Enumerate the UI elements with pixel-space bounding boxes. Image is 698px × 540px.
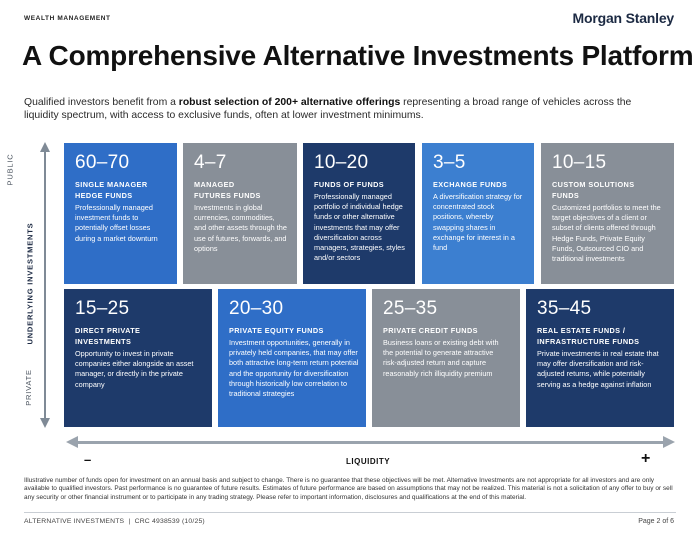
card-count: 20–30 (229, 298, 284, 319)
disclaimer-text: Illustrative number of funds open for in… (24, 477, 673, 501)
intro-text-after: representing a broad range of vehicles a… (24, 97, 632, 121)
card-heading: EXCHANGE FUNDS (433, 180, 508, 189)
card-count: 10–20 (314, 152, 369, 173)
card-description: Investment opportunities, generally in p… (229, 338, 359, 399)
card-heading: REAL ESTATE FUNDS / INFRASTRUCTURE FUNDS (537, 326, 640, 346)
axis-label-public: PUBLIC (5, 153, 15, 186)
axis-label-underlying-investments: UNDERLYING INVESTMENTS (25, 222, 35, 345)
card-heading: CUSTOM SOLUTIONS FUNDS (552, 180, 635, 200)
card-description: Private investments in real estate that … (537, 349, 659, 389)
arrow-right-icon (663, 436, 675, 448)
footer-document-code: ALTERNATIVE INVESTMENTS | CRC 4938539 (1… (24, 518, 205, 525)
liquidity-axis-line (76, 441, 666, 444)
card-real-estate-infrastructure-funds: 35–45 REAL ESTATE FUNDS / INFRASTRUCTURE… (526, 289, 674, 427)
intro-paragraph: Qualified investors benefit from a robus… (24, 96, 664, 122)
card-heading: SINGLE MANAGER HEDGE FUNDS (75, 180, 148, 200)
card-managed-futures-funds: 4–7 MANAGED FUTURES FUNDS Investments in… (183, 143, 297, 284)
card-heading: PRIVATE EQUITY FUNDS (229, 326, 324, 335)
liquidity-low-marker: – (84, 452, 92, 467)
card-direct-private-investments: 15–25 DIRECT PRIVATE INVESTMENTS Opportu… (64, 289, 212, 427)
card-description: Professionally managed investment funds … (75, 203, 158, 243)
arrow-down-icon (40, 418, 50, 428)
page-title: A Comprehensive Alternative Investments … (22, 40, 694, 71)
intro-text-before: Qualified investors benefit from a (24, 97, 179, 108)
card-private-equity-funds: 20–30 PRIVATE EQUITY FUNDS Investment op… (218, 289, 366, 427)
card-description: Business loans or existing debt with the… (383, 338, 499, 378)
card-count: 15–25 (75, 298, 130, 319)
card-description: Opportunity to invest in private compani… (75, 349, 194, 389)
section-label: WEALTH MANAGEMENT (24, 15, 111, 22)
card-count: 3–5 (433, 152, 466, 173)
card-description: Investments in global currencies, commod… (194, 203, 287, 253)
card-count: 10–15 (552, 152, 607, 173)
card-count: 35–45 (537, 298, 592, 319)
intro-text-bold: robust selection of 200+ alternative off… (178, 97, 401, 108)
card-funds-of-funds: 10–20 FUNDS OF FUNDS Professionally mana… (303, 143, 415, 284)
card-single-manager-hedge-funds: 60–70 SINGLE MANAGER HEDGE FUNDS Profess… (64, 143, 177, 284)
card-description: A diversification strategy for concentra… (433, 192, 523, 253)
axis-label-liquidity: LIQUIDITY (346, 457, 391, 466)
footer-page-number: Page 2 of 6 (638, 518, 674, 525)
card-heading: PRIVATE CREDIT FUNDS (383, 326, 478, 335)
card-private-credit-funds: 25–35 PRIVATE CREDIT FUNDS Business loan… (372, 289, 520, 427)
liquidity-high-marker: + (641, 450, 651, 467)
arrow-left-icon (66, 436, 78, 448)
card-heading: DIRECT PRIVATE INVESTMENTS (75, 326, 141, 346)
card-custom-solutions-funds: 10–15 CUSTOM SOLUTIONS FUNDS Customized … (541, 143, 674, 284)
footer-divider (24, 512, 676, 513)
card-exchange-funds: 3–5 EXCHANGE FUNDS A diversification str… (422, 143, 534, 284)
card-heading: MANAGED FUTURES FUNDS (194, 180, 261, 200)
vertical-axis-line (44, 150, 46, 420)
card-heading: FUNDS OF FUNDS (314, 180, 385, 189)
vertical-axis (40, 142, 50, 428)
card-count: 4–7 (194, 152, 227, 173)
liquidity-axis (66, 436, 675, 449)
axis-label-private: PRIVATE (23, 369, 33, 406)
brand-logo: Morgan Stanley (572, 10, 675, 26)
card-count: 25–35 (383, 298, 438, 319)
card-description: Professionally managed portfolio of indi… (314, 192, 405, 263)
card-count: 60–70 (75, 152, 130, 173)
card-description: Customized portfolios to meet the target… (552, 203, 661, 264)
arrow-up-icon (40, 142, 50, 152)
